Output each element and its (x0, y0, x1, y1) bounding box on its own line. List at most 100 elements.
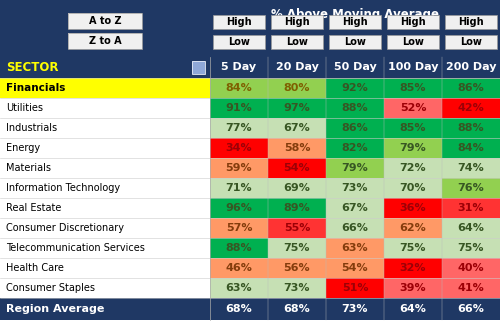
Bar (271, 15, 323, 29)
Text: Low: Low (286, 37, 308, 47)
Text: 46%: 46% (226, 263, 252, 273)
Text: 57%: 57% (226, 223, 252, 233)
Text: 85%: 85% (400, 123, 426, 133)
Text: 69%: 69% (284, 183, 310, 193)
Bar (442, 78, 500, 98)
Bar (326, 198, 384, 218)
Text: 72%: 72% (400, 163, 426, 173)
Text: 85%: 85% (400, 83, 426, 93)
Bar (0, 78, 210, 98)
Bar (442, 278, 500, 298)
Bar (0, 278, 210, 298)
Bar (442, 158, 500, 178)
Text: Financials: Financials (6, 83, 66, 93)
Text: 42%: 42% (458, 103, 484, 113)
Bar (384, 118, 442, 138)
Text: 54%: 54% (284, 163, 310, 173)
Text: 71%: 71% (226, 183, 252, 193)
Bar (271, 35, 323, 49)
Text: 36%: 36% (400, 203, 426, 213)
Bar (326, 258, 384, 278)
Bar (210, 178, 268, 198)
Text: 73%: 73% (342, 304, 368, 314)
Bar (0, 57, 500, 78)
Bar (326, 98, 384, 118)
Bar (268, 178, 326, 198)
Bar (210, 198, 268, 218)
Text: Low: Low (460, 37, 482, 47)
Text: 74%: 74% (458, 163, 484, 173)
Text: 84%: 84% (226, 83, 252, 93)
Text: 34%: 34% (226, 143, 252, 153)
Bar (268, 158, 326, 178)
Bar (0, 118, 210, 138)
Text: 64%: 64% (458, 223, 484, 233)
Text: 67%: 67% (284, 123, 310, 133)
Bar (213, 35, 265, 49)
Bar (268, 78, 326, 98)
Text: 70%: 70% (400, 183, 426, 193)
Bar (210, 118, 268, 138)
Text: Z to A: Z to A (88, 36, 122, 46)
Text: 86%: 86% (342, 123, 368, 133)
Text: 50 Day: 50 Day (334, 62, 376, 72)
Text: 41%: 41% (458, 283, 484, 293)
Text: 66%: 66% (458, 304, 484, 314)
Text: 77%: 77% (226, 123, 252, 133)
Bar (384, 238, 442, 258)
Text: 52%: 52% (400, 103, 426, 113)
Text: 75%: 75% (400, 243, 426, 253)
Text: Information Technology: Information Technology (6, 183, 120, 193)
Text: 31%: 31% (458, 203, 484, 213)
Bar (329, 15, 381, 29)
Bar (326, 78, 384, 98)
Text: 79%: 79% (400, 143, 426, 153)
Bar (326, 238, 384, 258)
Bar (442, 218, 500, 238)
Bar (387, 35, 439, 49)
Bar (0, 218, 210, 238)
Bar (268, 218, 326, 238)
Text: 62%: 62% (400, 223, 426, 233)
Bar (268, 198, 326, 218)
Bar (210, 238, 268, 258)
Text: 80%: 80% (284, 83, 310, 93)
Bar (384, 98, 442, 118)
Bar (384, 158, 442, 178)
Bar (68, 33, 142, 49)
Text: Utilities: Utilities (6, 103, 43, 113)
Bar (210, 258, 268, 278)
Bar (384, 138, 442, 158)
Text: Telecommunication Services: Telecommunication Services (6, 243, 145, 253)
Bar (442, 198, 500, 218)
Text: 39%: 39% (400, 283, 426, 293)
Text: 96%: 96% (226, 203, 252, 213)
Text: 79%: 79% (342, 163, 368, 173)
Text: 32%: 32% (400, 263, 426, 273)
Text: 20 Day: 20 Day (276, 62, 318, 72)
Text: Real Estate: Real Estate (6, 203, 62, 213)
Text: High: High (226, 17, 252, 27)
Text: 55%: 55% (284, 223, 310, 233)
Text: A to Z: A to Z (88, 16, 122, 26)
Bar (442, 258, 500, 278)
Text: 91%: 91% (226, 103, 252, 113)
Text: 97%: 97% (284, 103, 310, 113)
Text: 54%: 54% (342, 263, 368, 273)
Text: 63%: 63% (226, 283, 252, 293)
Bar (326, 178, 384, 198)
Bar (445, 15, 497, 29)
Bar (0, 258, 210, 278)
Bar (442, 178, 500, 198)
Bar (384, 198, 442, 218)
Bar (326, 278, 384, 298)
Bar (0, 0, 500, 57)
Text: 73%: 73% (342, 183, 368, 193)
Bar (268, 138, 326, 158)
Bar (442, 98, 500, 118)
Bar (326, 218, 384, 238)
Bar (442, 238, 500, 258)
Bar (384, 258, 442, 278)
Bar (210, 218, 268, 238)
Text: Low: Low (228, 37, 250, 47)
